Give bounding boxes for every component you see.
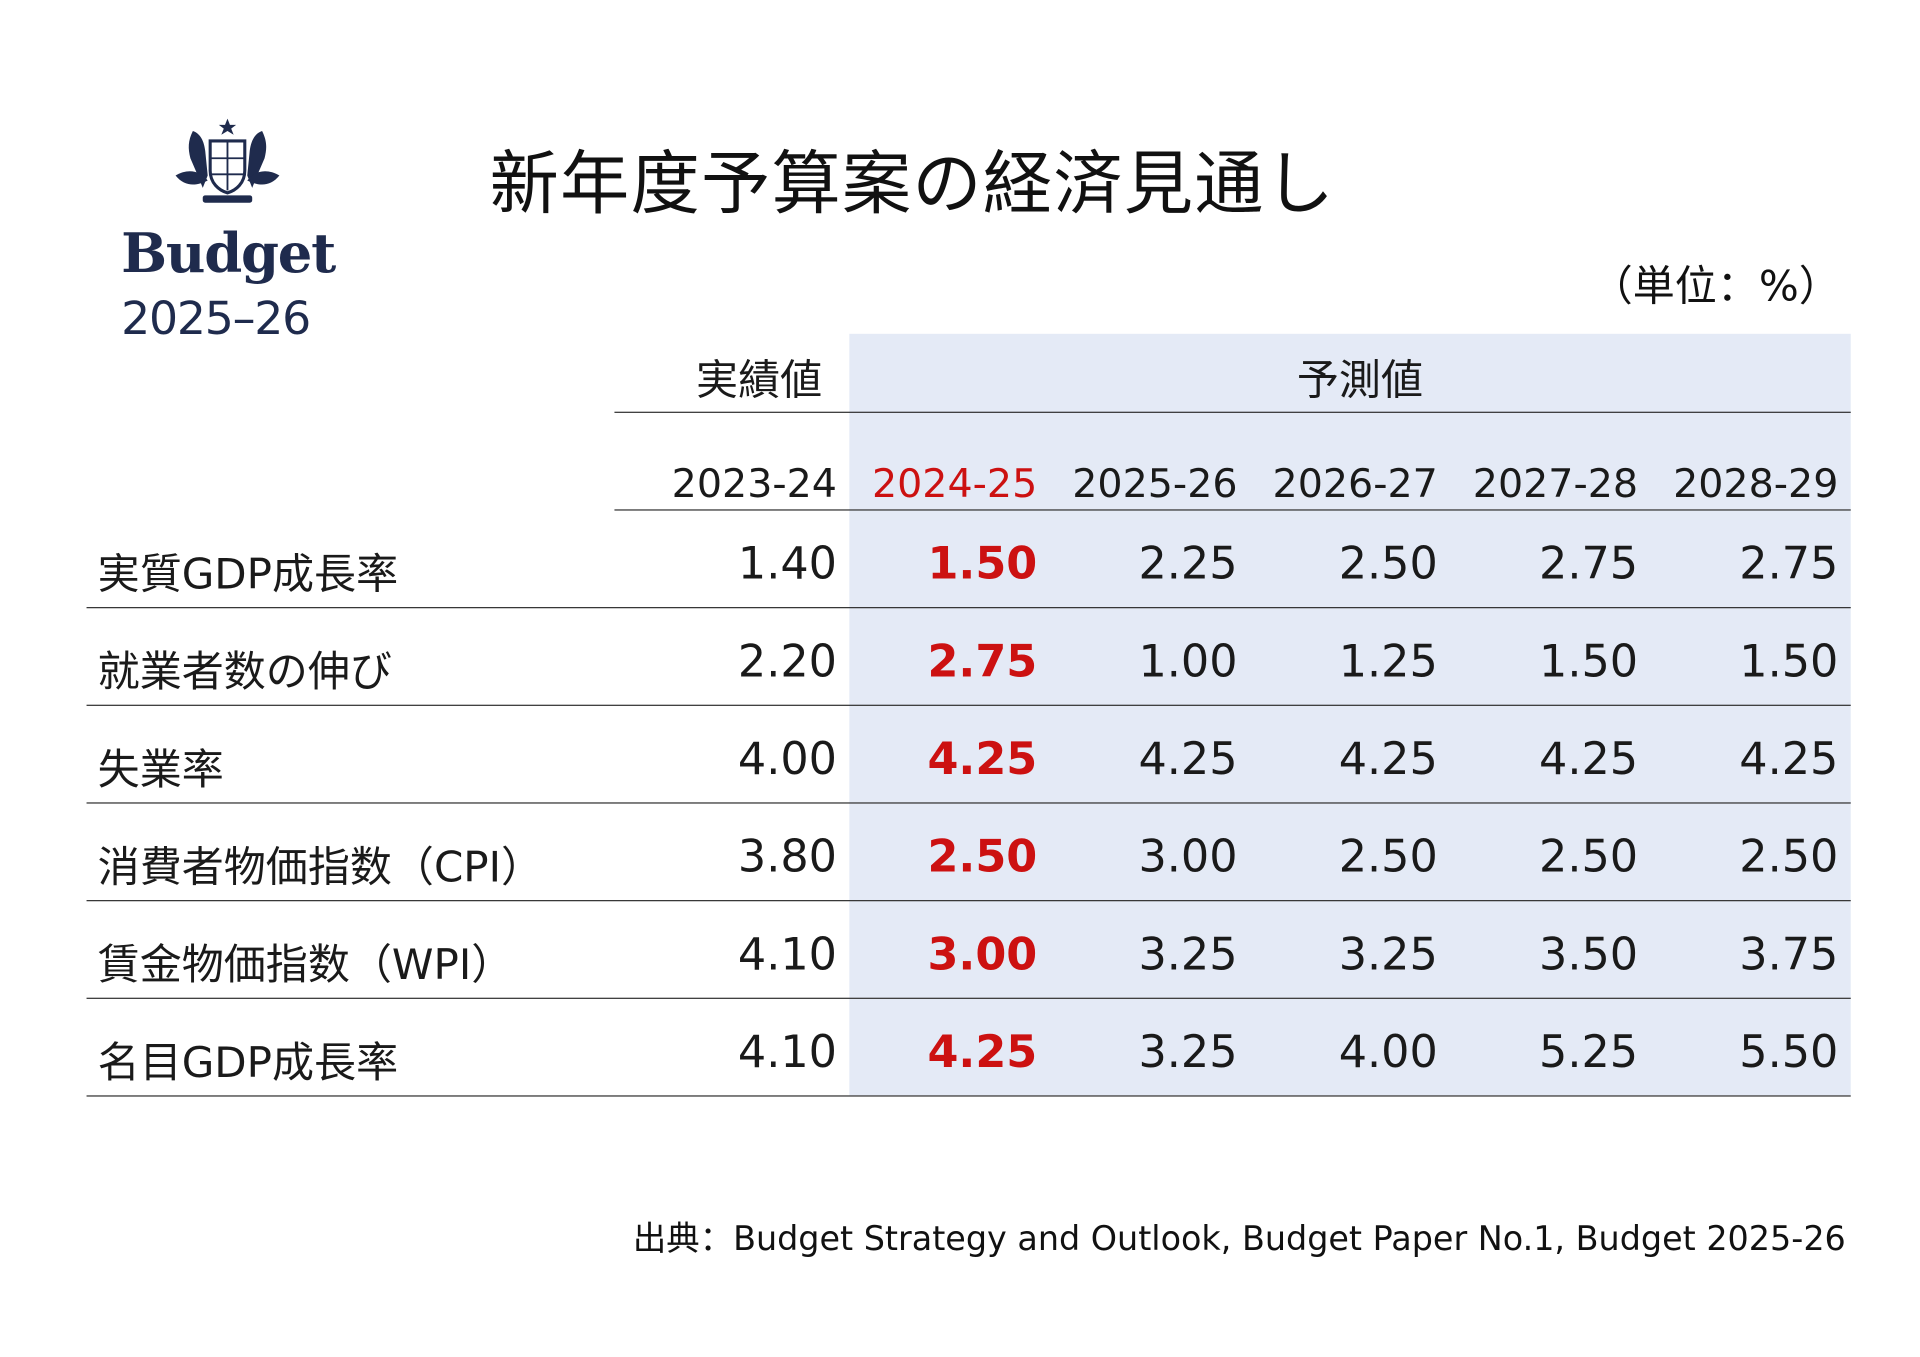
table-cell: 2.50 <box>1739 832 1839 883</box>
column-header: 2025-26 <box>1072 459 1238 507</box>
row-divider <box>86 802 1851 804</box>
coat-of-arms-icon <box>175 118 280 203</box>
budget-logo <box>119 118 354 208</box>
table-cell: 2.50 <box>1539 832 1639 883</box>
row-label: 失業率 <box>97 745 224 795</box>
row-divider <box>86 900 1851 902</box>
column-header: 2028-29 <box>1673 459 1839 507</box>
table-cell: 3.75 <box>1739 929 1839 981</box>
table-cell: 3.00 <box>1138 832 1238 883</box>
forecast-background <box>849 333 1851 1096</box>
page-title: 新年度予算案の経済見通し <box>489 144 1336 226</box>
table-cell: 5.50 <box>1739 1027 1839 1079</box>
table-cell-current: 2.75 <box>927 636 1038 688</box>
table-cell: 4.25 <box>1138 734 1238 786</box>
column-header-current: 2024-25 <box>871 459 1038 507</box>
row-divider <box>86 607 1851 609</box>
table-cell: 3.25 <box>1338 929 1438 981</box>
table-cell: 1.50 <box>1539 636 1639 688</box>
table-cell: 1.00 <box>1138 636 1238 688</box>
table-cell-current: 4.25 <box>927 734 1038 786</box>
table-cell: 2.20 <box>737 636 837 688</box>
budget-year: 2025–26 <box>121 291 311 345</box>
column-header: 2023-24 <box>671 459 837 507</box>
table-cell-current: 3.00 <box>927 929 1038 981</box>
forecast-group-label: 予測値 <box>1296 356 1423 406</box>
table-cell: 4.10 <box>737 1027 837 1079</box>
row-label: 就業者数の伸び <box>97 647 392 698</box>
header-divider <box>614 509 1851 511</box>
row-label: 賃金物価指数（WPI） <box>97 940 514 991</box>
table-cell: 3.50 <box>1539 929 1639 981</box>
table-cell: 2.25 <box>1138 539 1238 590</box>
table-cell-current: 4.25 <box>927 1027 1038 1079</box>
table-cell: 1.25 <box>1338 636 1438 688</box>
row-label: 消費者物価指数（CPI） <box>97 843 544 893</box>
table-cell: 2.75 <box>1539 539 1639 590</box>
source-note: 出典：Budget Strategy and Outlook, Budget P… <box>632 1220 1846 1259</box>
table-cell-current: 1.50 <box>927 539 1038 590</box>
table-cell: 4.00 <box>1338 1027 1438 1079</box>
table-cell: 4.25 <box>1539 734 1639 786</box>
row-divider <box>86 997 1851 999</box>
row-label: 実質GDP成長率 <box>97 550 399 600</box>
table-cell: 5.25 <box>1539 1027 1639 1079</box>
column-header: 2026-27 <box>1272 459 1438 507</box>
table-cell: 4.25 <box>1739 734 1839 786</box>
column-header: 2027-28 <box>1472 459 1639 507</box>
table-cell-current: 2.50 <box>927 832 1038 883</box>
actual-group-label: 実績値 <box>696 356 823 406</box>
row-divider <box>86 1095 1851 1097</box>
table-cell: 3.25 <box>1138 1027 1238 1079</box>
table-cell: 3.25 <box>1138 929 1238 981</box>
group-divider <box>614 411 1851 413</box>
table-cell: 1.40 <box>737 539 837 590</box>
table-cell: 4.25 <box>1338 734 1438 786</box>
table-cell: 2.50 <box>1338 539 1438 590</box>
row-label: 名目GDP成長率 <box>97 1038 399 1088</box>
table-cell: 4.00 <box>737 734 837 786</box>
table-cell: 2.50 <box>1338 832 1438 883</box>
table-cell: 3.80 <box>737 832 837 883</box>
table-cell: 1.50 <box>1739 636 1839 688</box>
table-cell: 4.10 <box>737 929 837 981</box>
unit-note: （単位：%） <box>1590 262 1841 312</box>
budget-wordmark: Budget <box>121 222 336 286</box>
row-divider <box>86 704 1851 706</box>
table-cell: 2.75 <box>1739 539 1839 590</box>
